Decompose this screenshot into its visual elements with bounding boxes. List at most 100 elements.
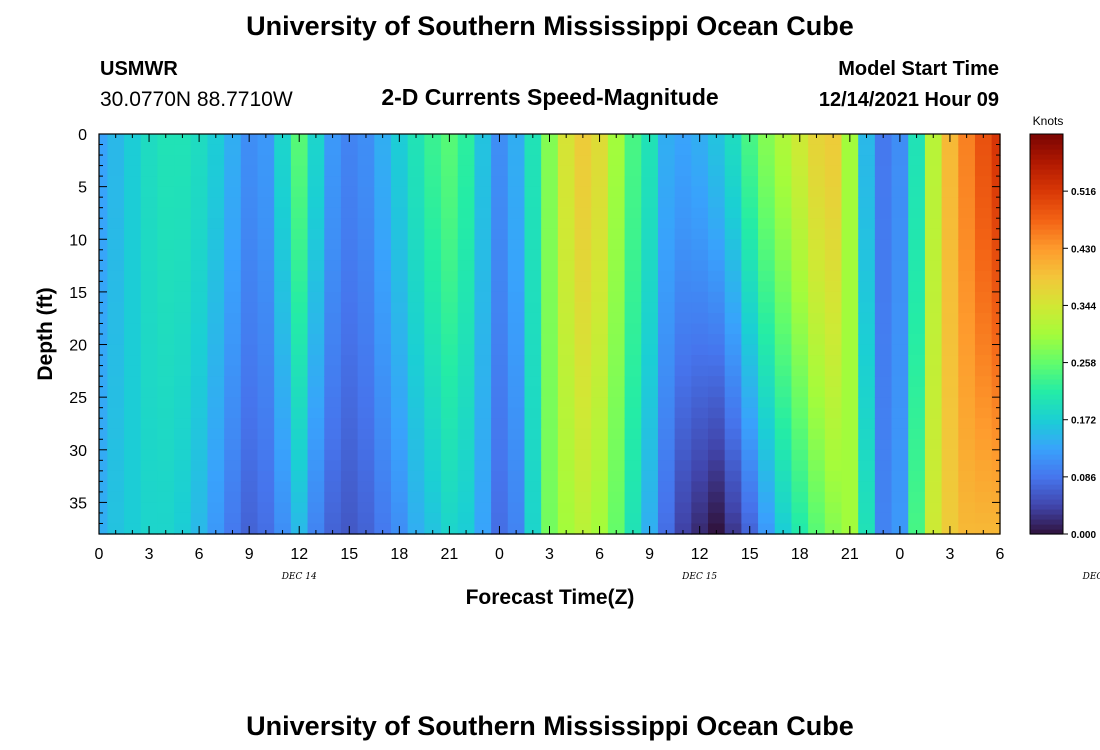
- heatmap-cell: [841, 165, 859, 177]
- heatmap-cell: [374, 291, 392, 304]
- heatmap-cell: [107, 176, 125, 188]
- heatmap-cell: [991, 439, 1001, 451]
- heatmap-cell: [808, 155, 826, 167]
- heatmap-cell: [224, 165, 242, 177]
- heatmap-cell: [991, 228, 1001, 240]
- heatmap-cell: [858, 418, 876, 430]
- y-tick-label: 20: [69, 338, 87, 355]
- heatmap-cell: [374, 155, 392, 167]
- heatmap-cell: [808, 439, 826, 451]
- heatmap-cell: [207, 460, 225, 472]
- heatmap-cell: [390, 176, 409, 188]
- heatmap-cell: [424, 144, 442, 156]
- heatmap-cell: [874, 407, 893, 419]
- heatmap-cell: [708, 512, 726, 525]
- heatmap-cell: [474, 302, 492, 314]
- x-tick-label: 18: [791, 546, 809, 563]
- heatmap-cell: [824, 302, 843, 314]
- heatmap-cell: [891, 428, 909, 440]
- heatmap-cell: [174, 291, 192, 304]
- heatmap-cell: [507, 439, 526, 451]
- heatmap-cell: [724, 449, 742, 461]
- heatmap-cell: [124, 144, 142, 156]
- heatmap-cell: [574, 512, 592, 525]
- heatmap-cell: [607, 144, 626, 156]
- heatmap-cell: [891, 155, 909, 167]
- heatmap-cell: [274, 249, 292, 261]
- heatmap-cell: [891, 323, 909, 335]
- heatmap-cell: [724, 512, 742, 525]
- heatmap-cell: [374, 144, 392, 156]
- heatmap-cell: [524, 502, 542, 514]
- heatmap-cell: [474, 460, 492, 472]
- heatmap-cell: [708, 186, 726, 198]
- heatmap-cell: [324, 144, 342, 156]
- heatmap-cell: [591, 186, 609, 198]
- heatmap-cell: [724, 407, 742, 419]
- heatmap-cell: [190, 270, 209, 282]
- heatmap-cell: [257, 397, 275, 409]
- heatmap-cell: [574, 270, 592, 282]
- heatmap-cell: [441, 144, 459, 156]
- heatmap-cell: [924, 376, 943, 388]
- heatmap-cell: [307, 165, 325, 177]
- heatmap-cell: [257, 523, 275, 535]
- heatmap-cell: [874, 291, 893, 304]
- heatmap-cell: [174, 470, 192, 482]
- heatmap-cell: [908, 470, 926, 482]
- colorbar-step: [1030, 234, 1063, 240]
- heatmap-cell: [424, 491, 442, 504]
- heatmap-cell: [758, 491, 776, 504]
- heatmap-cell: [891, 239, 909, 251]
- heatmap-cell: [524, 470, 542, 482]
- heatmap-cell: [140, 470, 158, 482]
- heatmap-cell: [457, 397, 476, 409]
- heatmap-cell: [207, 376, 225, 388]
- heatmap-cell: [407, 428, 425, 440]
- heatmap-cell: [257, 207, 275, 219]
- heatmap-cell: [307, 186, 325, 198]
- heatmap-cell: [240, 439, 259, 451]
- heatmap-cell: [224, 334, 242, 346]
- heatmap-cell: [991, 407, 1001, 419]
- heatmap-cell: [157, 386, 175, 398]
- heatmap-cell: [407, 302, 425, 314]
- heatmap-cell: [124, 460, 142, 472]
- heatmap-cell: [224, 365, 242, 377]
- heatmap-cell: [140, 418, 158, 430]
- heatmap-cell: [941, 344, 959, 356]
- heatmap-cell: [657, 439, 676, 451]
- heatmap-cell: [240, 312, 259, 325]
- heatmap-cell: [891, 165, 909, 177]
- heatmap-cell: [774, 323, 793, 335]
- heatmap-cell: [891, 302, 909, 314]
- heatmap-cell: [507, 481, 526, 493]
- colorbar-step: [1030, 399, 1063, 405]
- heatmap-cell: [607, 207, 626, 219]
- heatmap-cell: [808, 460, 826, 472]
- heatmap-cell: [607, 302, 626, 314]
- heatmap-cell: [941, 407, 959, 419]
- heatmap-cell: [958, 460, 976, 472]
- heatmap-cell: [99, 218, 108, 230]
- heatmap-cell: [124, 218, 142, 230]
- heatmap-cell: [841, 449, 859, 461]
- heatmap-cell: [441, 355, 459, 367]
- heatmap-cell: [407, 186, 425, 198]
- heatmap-cell: [874, 270, 893, 282]
- heatmap-cell: [107, 397, 125, 409]
- colorbar-tick-label: 0.516: [1071, 187, 1096, 198]
- heatmap-cell: [574, 491, 592, 504]
- heatmap-cell: [541, 386, 559, 398]
- heatmap-cell: [307, 239, 325, 251]
- heatmap-cell: [958, 186, 976, 198]
- heatmap-cell: [641, 344, 659, 356]
- heatmap-cell: [157, 249, 175, 261]
- heatmap-cell: [224, 207, 242, 219]
- y-axis-ticks: [99, 133, 1000, 535]
- heatmap-cell: [457, 218, 476, 230]
- heatmap-cell: [107, 439, 125, 451]
- heatmap-cell: [340, 144, 359, 156]
- heatmap-cell: [924, 470, 943, 482]
- plot-title: 2-D Currents Speed-Magnitude: [381, 84, 718, 110]
